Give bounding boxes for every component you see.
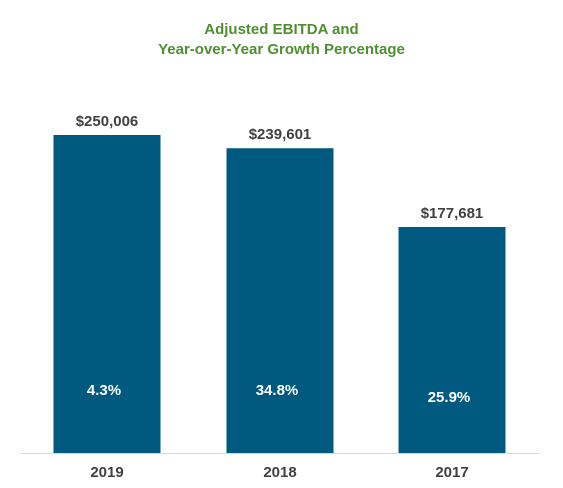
chart-title-line-2: Year-over-Year Growth Percentage (158, 41, 405, 58)
growth-label-2019: 4.3% (87, 382, 121, 399)
value-label-2019: $250,006 (76, 113, 139, 130)
x-tick-label-2019: 2019 (90, 464, 123, 481)
bar-2017 (398, 226, 506, 453)
growth-label-2017: 25.9% (428, 389, 471, 406)
chart-title-line-1: Adjusted EBITDA and (204, 21, 359, 38)
x-tick-label-2017: 2017 (435, 464, 468, 481)
growth-label-2018: 34.8% (256, 382, 299, 399)
value-label-2017: $177,681 (421, 205, 484, 222)
bar-2019 (53, 135, 161, 453)
bar-2018 (226, 148, 334, 453)
value-label-2018: $239,601 (249, 126, 312, 143)
x-tick-label-2018: 2018 (263, 464, 296, 481)
